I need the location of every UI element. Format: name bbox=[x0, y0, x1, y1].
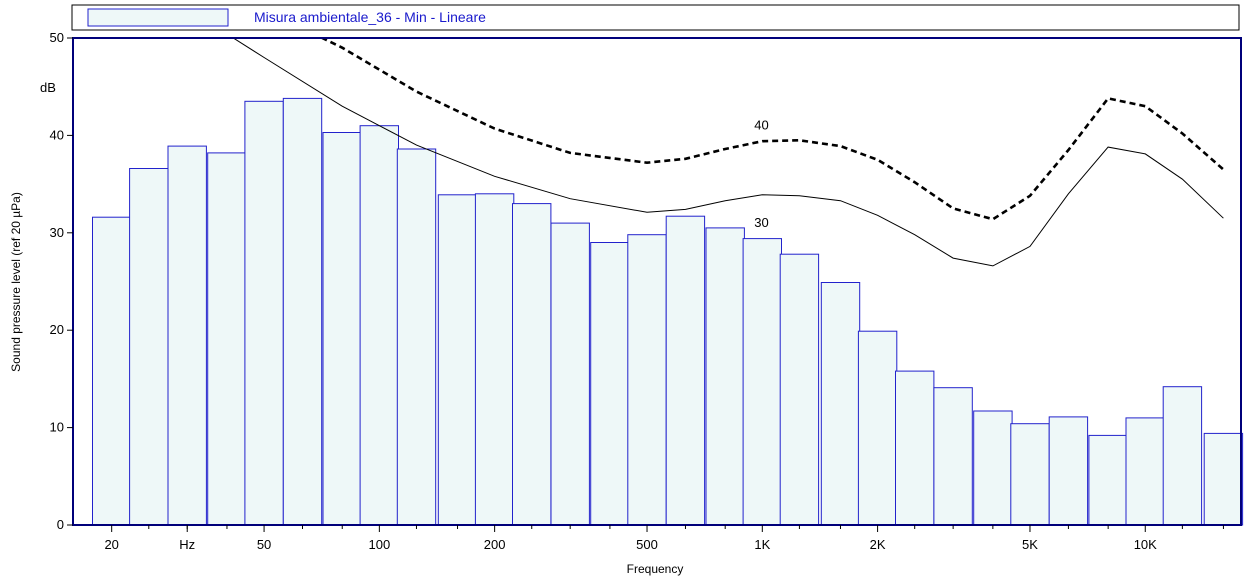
y-unit-label: dB bbox=[40, 80, 56, 95]
bar-500hz bbox=[627, 234, 667, 526]
x-tick-label-2000: 2K bbox=[870, 537, 886, 552]
bar-4000hz bbox=[973, 410, 1013, 526]
contour-line-0 bbox=[232, 38, 1224, 267]
bar-800hz bbox=[705, 227, 745, 526]
bar-20hz bbox=[92, 216, 132, 526]
contour-label-30: 30 bbox=[754, 215, 768, 230]
bars bbox=[92, 97, 1244, 526]
bar-63hz bbox=[282, 97, 323, 526]
y-tick-label-0: 0 bbox=[57, 517, 64, 532]
bar-315hz bbox=[550, 222, 590, 526]
bar-31.5hz bbox=[167, 145, 207, 526]
bar-16000hz bbox=[1203, 432, 1244, 526]
bar-630hz bbox=[665, 215, 706, 526]
contour-label-40: 40 bbox=[754, 118, 768, 133]
x-tick-label-100: 100 bbox=[369, 537, 391, 552]
x-tick-label-20: 20 bbox=[104, 537, 118, 552]
bar-3150hz bbox=[933, 387, 973, 526]
x-tick-label-500: 500 bbox=[636, 537, 658, 552]
bar-6300hz bbox=[1048, 416, 1089, 526]
bar-160hz bbox=[437, 194, 478, 526]
bar-10000hz bbox=[1125, 417, 1165, 526]
bar-400hz bbox=[590, 242, 630, 526]
y-tick-label-30: 30 bbox=[50, 225, 64, 240]
bar-8000hz bbox=[1088, 434, 1128, 526]
y-tick-label-50: 50 bbox=[50, 30, 64, 45]
bar-1600hz bbox=[820, 282, 861, 526]
plot-frame bbox=[72, 37, 1242, 526]
bar-12500hz bbox=[1162, 386, 1203, 526]
bar-100hz bbox=[359, 125, 400, 526]
plot-area: 40 30 0 10 20 30 40 50 20 Hz 50 100 200 500 1K 2K 5K 10K bbox=[50, 30, 1244, 552]
bar-50hz bbox=[244, 100, 284, 526]
bar-40hz bbox=[207, 152, 247, 526]
y-tick-label-40: 40 bbox=[50, 127, 64, 142]
bar-1250hz bbox=[779, 253, 820, 526]
x-tick-label-50: 50 bbox=[257, 537, 271, 552]
bar-200hz bbox=[474, 193, 515, 526]
y-axis-title: Sound pressure level (ref 20 µPa) bbox=[9, 192, 23, 372]
x-axis-title: Frequency bbox=[627, 562, 684, 576]
bar-1000hz bbox=[742, 238, 782, 526]
x-tick-label-5000: 5K bbox=[1022, 537, 1038, 552]
bar-80hz bbox=[322, 132, 362, 526]
bar-2000hz bbox=[857, 330, 898, 526]
bar-5000hz bbox=[1010, 423, 1050, 526]
y-tick-label-10: 10 bbox=[50, 420, 64, 435]
x-tick-label-31.5: Hz bbox=[179, 537, 195, 552]
bar-25hz bbox=[129, 168, 169, 526]
legend-box bbox=[71, 4, 1240, 31]
y-tick-label-20: 20 bbox=[50, 322, 64, 337]
legend-swatch bbox=[87, 8, 229, 27]
bar-2500hz bbox=[895, 370, 935, 526]
legend-series-label: Misura ambientale_36 - Min - Lineare bbox=[254, 9, 486, 25]
x-tick-label-200: 200 bbox=[484, 537, 506, 552]
x-tick-label-10000: 10K bbox=[1134, 537, 1157, 552]
x-tick-label-1000: 1K bbox=[754, 537, 770, 552]
contour-line-1 bbox=[319, 38, 1225, 221]
bar-125hz bbox=[396, 148, 437, 526]
bar-250hz bbox=[512, 203, 552, 526]
contours bbox=[232, 38, 1225, 267]
